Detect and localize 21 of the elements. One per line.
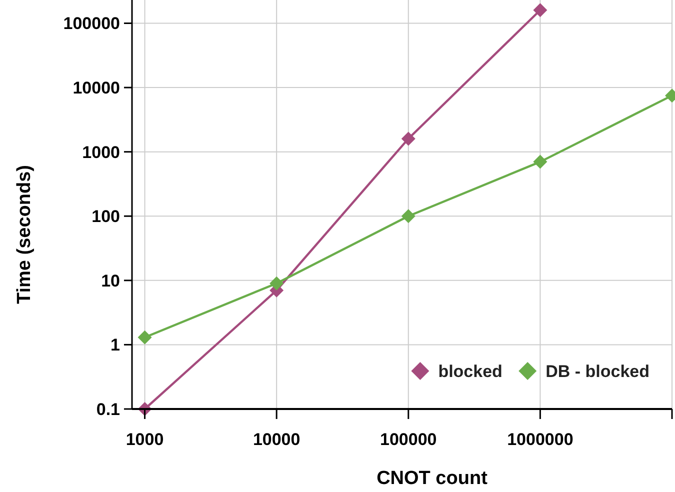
point xyxy=(533,3,548,18)
point xyxy=(138,330,152,344)
point xyxy=(401,209,416,224)
point xyxy=(401,132,416,146)
y-tick-label: 0.1 xyxy=(96,400,120,419)
legend-label: blocked xyxy=(438,362,502,381)
x-tick-label: 1000000 xyxy=(507,430,574,449)
x-tick-label: 100000 xyxy=(380,430,437,449)
legend-label: DB - blocked xyxy=(546,362,650,381)
y-tick-label: 10000 xyxy=(72,78,120,98)
point xyxy=(270,276,284,290)
point xyxy=(533,154,548,169)
y-tick-label: 10 xyxy=(101,271,120,290)
y-tick-label: 1 xyxy=(110,336,120,355)
y-axis-title: Time (seconds) xyxy=(14,164,35,304)
x-axis-title: CNOT count xyxy=(376,468,488,489)
x-tick-label: 10000 xyxy=(252,430,300,449)
x-tick-label: 1000 xyxy=(126,430,164,449)
y-tick-label: 100 xyxy=(92,207,120,226)
y-tick-label: 100000 xyxy=(63,14,120,34)
y-tick-label: 1000 xyxy=(82,142,120,162)
